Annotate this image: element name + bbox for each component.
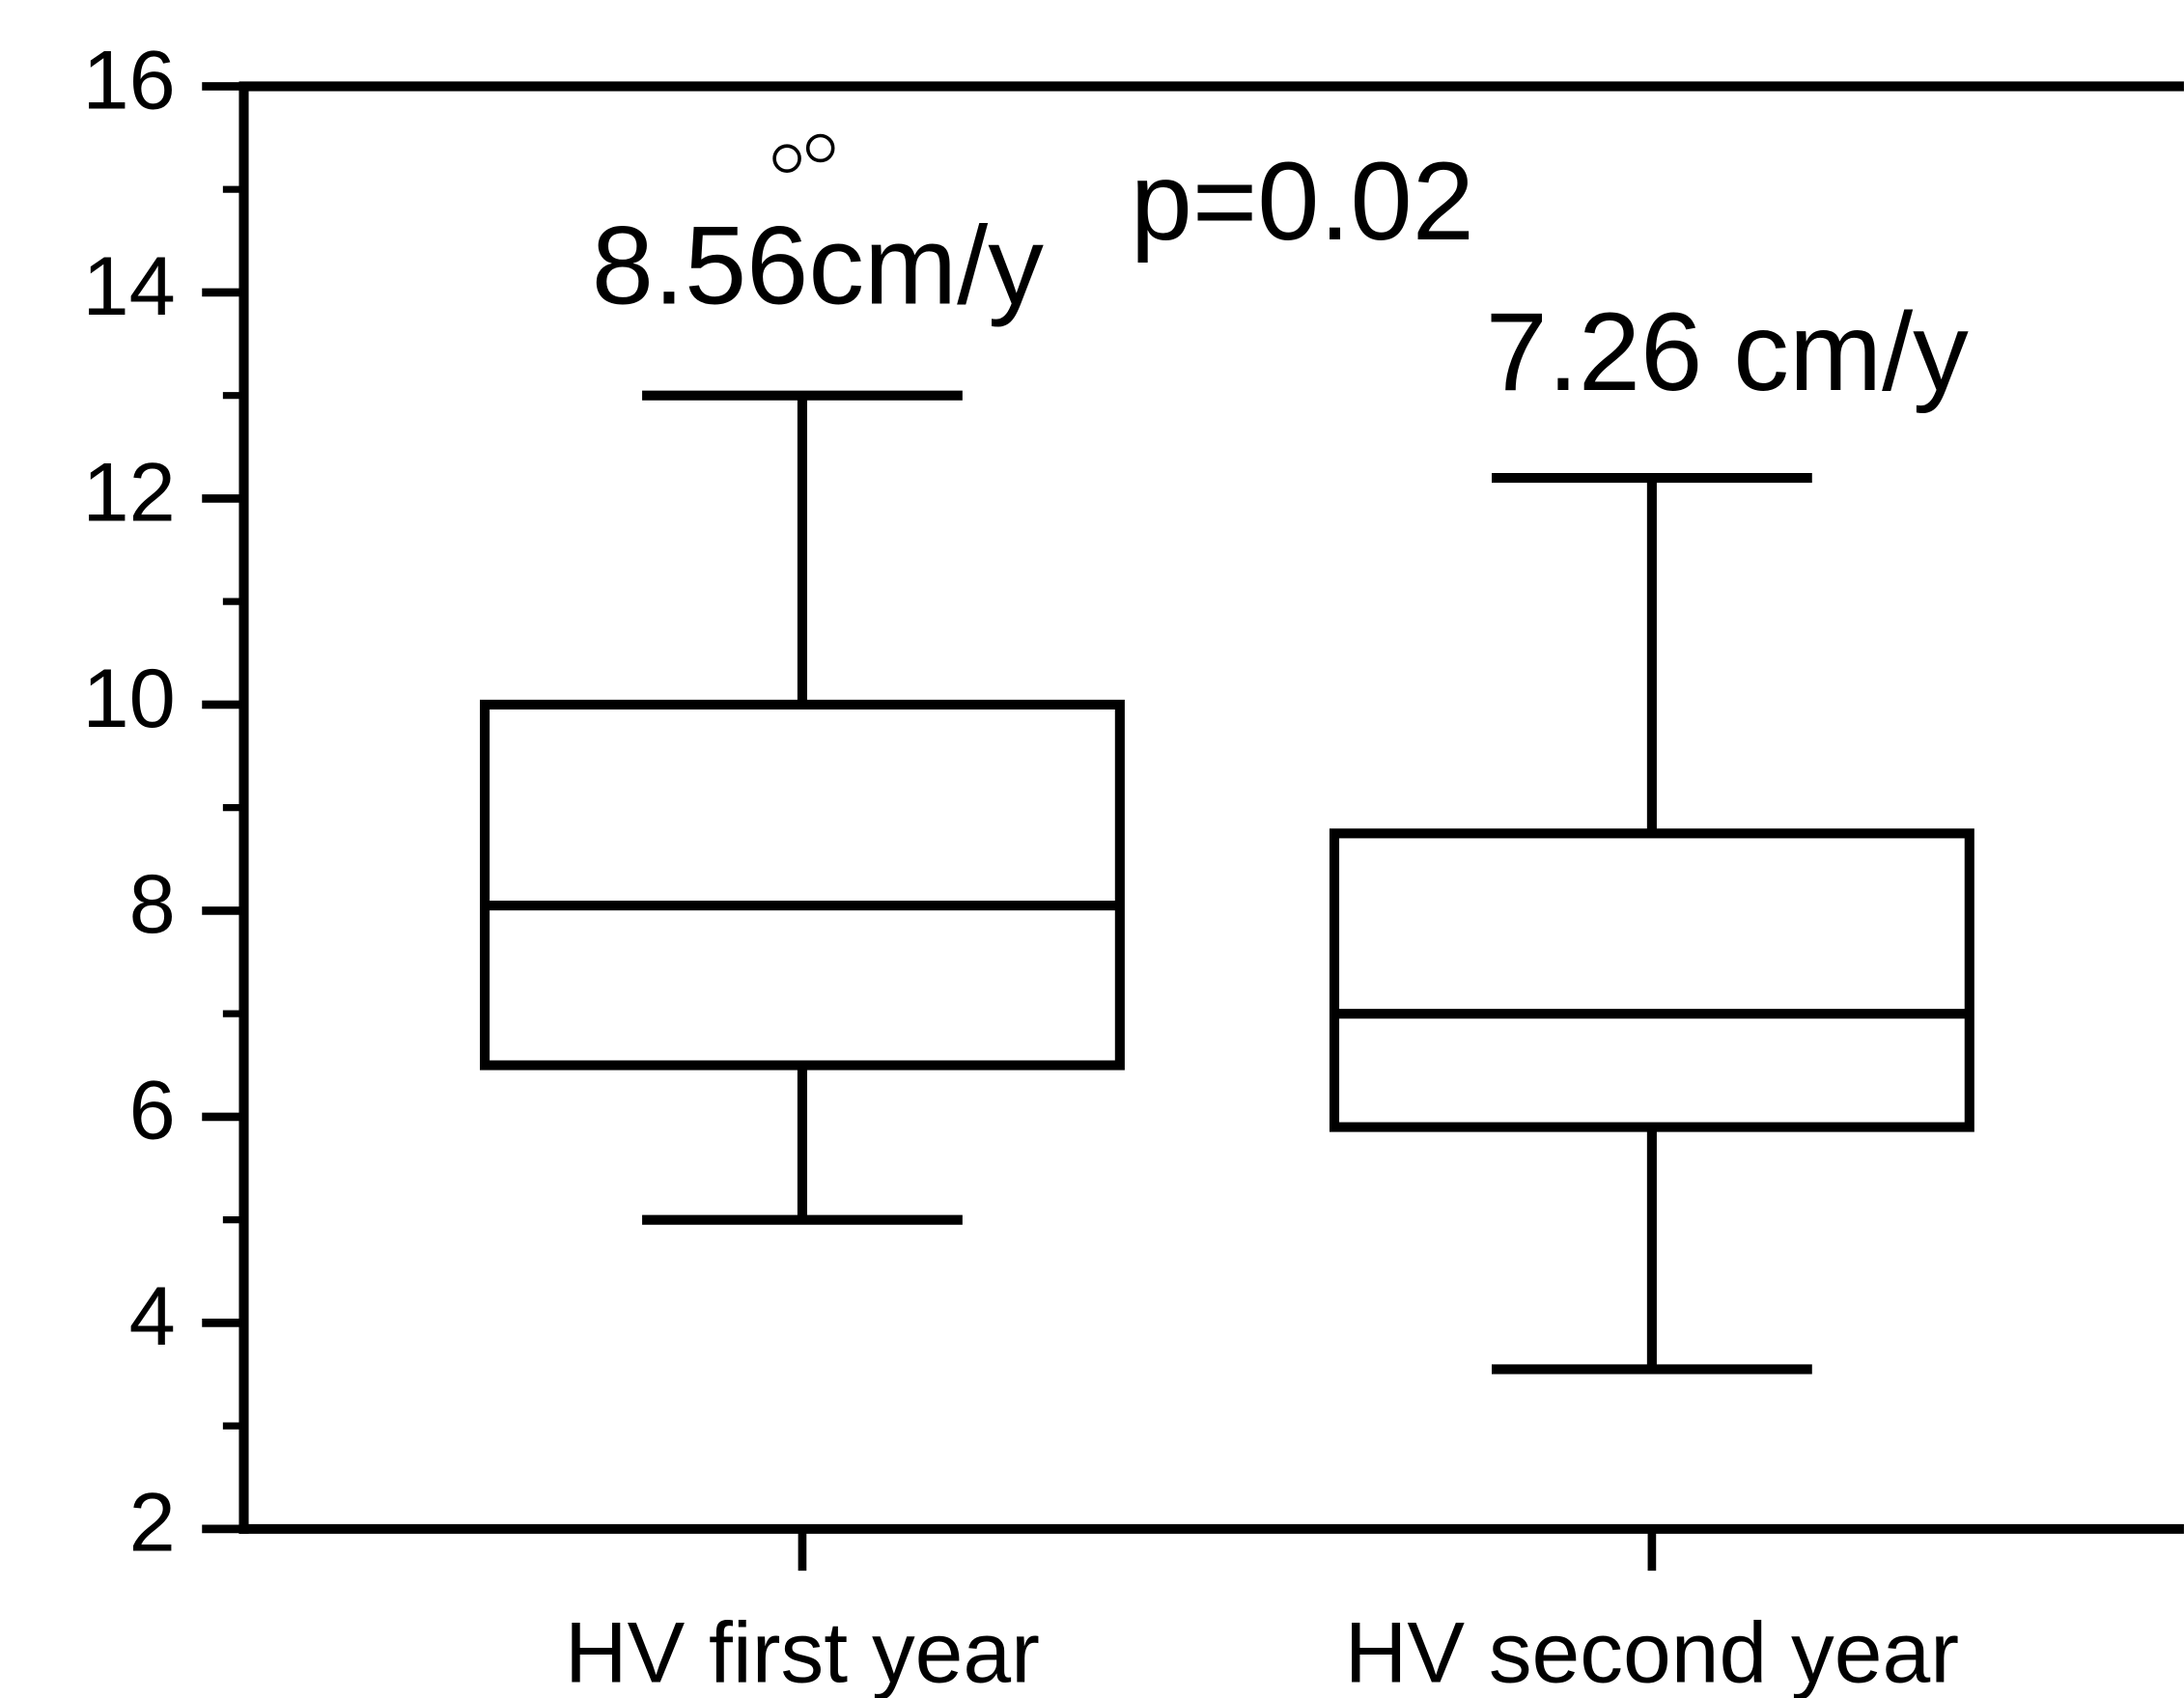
- y-tick-label: 6: [129, 1065, 176, 1157]
- box: [1329, 828, 1974, 1132]
- outlier: [805, 133, 835, 163]
- y-tick-label: 14: [83, 240, 176, 333]
- annotation: p=0.02: [1131, 140, 1474, 264]
- y-tick-label: 16: [83, 34, 176, 126]
- outlier: [772, 144, 801, 173]
- box: [480, 699, 1125, 1071]
- y-tick-label: 12: [83, 446, 176, 539]
- y-tick-label: 2: [129, 1477, 176, 1570]
- x-tick-label: HV first year: [565, 1604, 1040, 1698]
- annotation: 7.26 cm/y: [1486, 291, 1970, 414]
- y-tick-label: 8: [129, 858, 176, 951]
- annotation: 8.56cm/y: [592, 204, 1044, 327]
- y-tick-label: 4: [129, 1270, 176, 1363]
- x-tick-label: HV second year: [1345, 1604, 1959, 1698]
- y-tick-label: 10: [83, 653, 176, 745]
